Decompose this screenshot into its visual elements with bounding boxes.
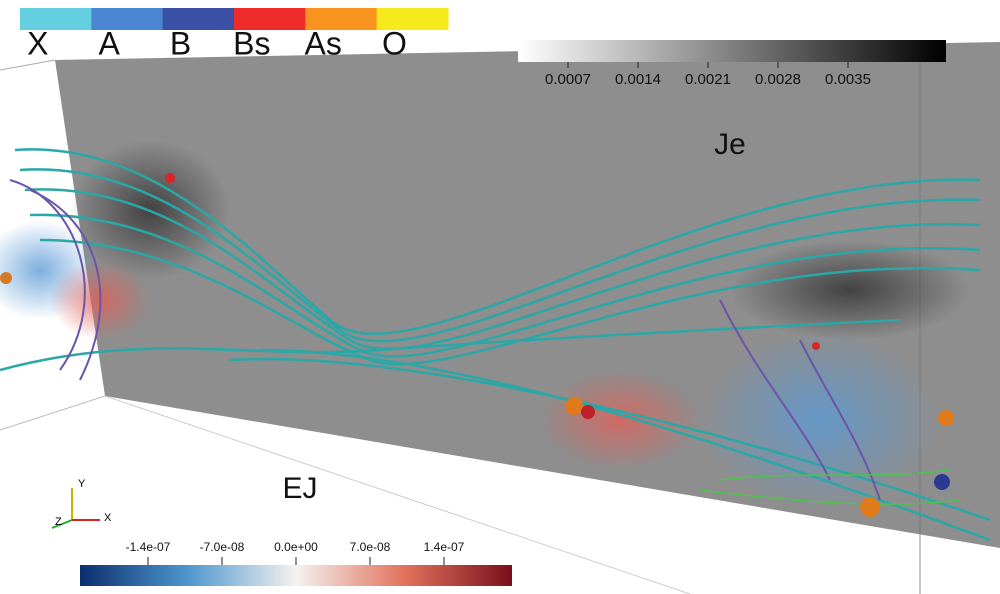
tick-label: 1.4e-07 (424, 540, 465, 554)
current-structures (0, 140, 970, 510)
axes-triad: Y X Z (51, 478, 112, 529)
tick-label: 0.0021 (685, 71, 731, 88)
ej-colorbar-ticks: -1.4e-07 -7.0e-08 0.0e+00 7.0e-08 1.4e-07 (126, 540, 465, 565)
tick-label: 0.0028 (755, 71, 801, 88)
axis-z-label: Z (55, 516, 62, 528)
tick-label: -1.4e-07 (126, 540, 171, 554)
je-colorbar (518, 40, 946, 62)
field-lines-purple (9, 179, 881, 501)
axis-y-label: Y (78, 478, 86, 490)
ej-label: EJ (282, 472, 317, 505)
legend-swatch (162, 8, 235, 30)
legend-swatch (305, 8, 378, 30)
legend-swatch (20, 8, 92, 30)
null-points (0, 173, 954, 517)
tick-label: 0.0e+00 (274, 540, 318, 554)
je-label: Je (714, 128, 746, 161)
legend-swatch (91, 8, 164, 30)
legend-label: A (98, 25, 120, 61)
field-lines-green (699, 469, 961, 505)
je-colorbar-ticks: 0.0007 0.0014 0.0021 0.0028 0.0035 (545, 62, 871, 88)
legend-swatch (376, 8, 449, 30)
legend-label: X (27, 25, 48, 61)
tick-label: 0.0035 (825, 71, 871, 88)
ej-colorbar (80, 565, 512, 586)
legend-label: O (382, 25, 407, 61)
legend-swatch (234, 8, 306, 30)
tick-label: -7.0e-08 (200, 540, 245, 554)
field-lines (0, 148, 991, 542)
category-legend: X A B Bs As O (20, 8, 449, 61)
tick-label: 0.0007 (545, 71, 591, 88)
tick-label: 7.0e-08 (350, 540, 391, 554)
tick-label: 0.0014 (615, 71, 661, 88)
legend-label: B (170, 25, 191, 61)
legend-label: As (304, 25, 341, 61)
axis-x-label: X (104, 512, 112, 524)
legend-label: Bs (233, 25, 270, 61)
